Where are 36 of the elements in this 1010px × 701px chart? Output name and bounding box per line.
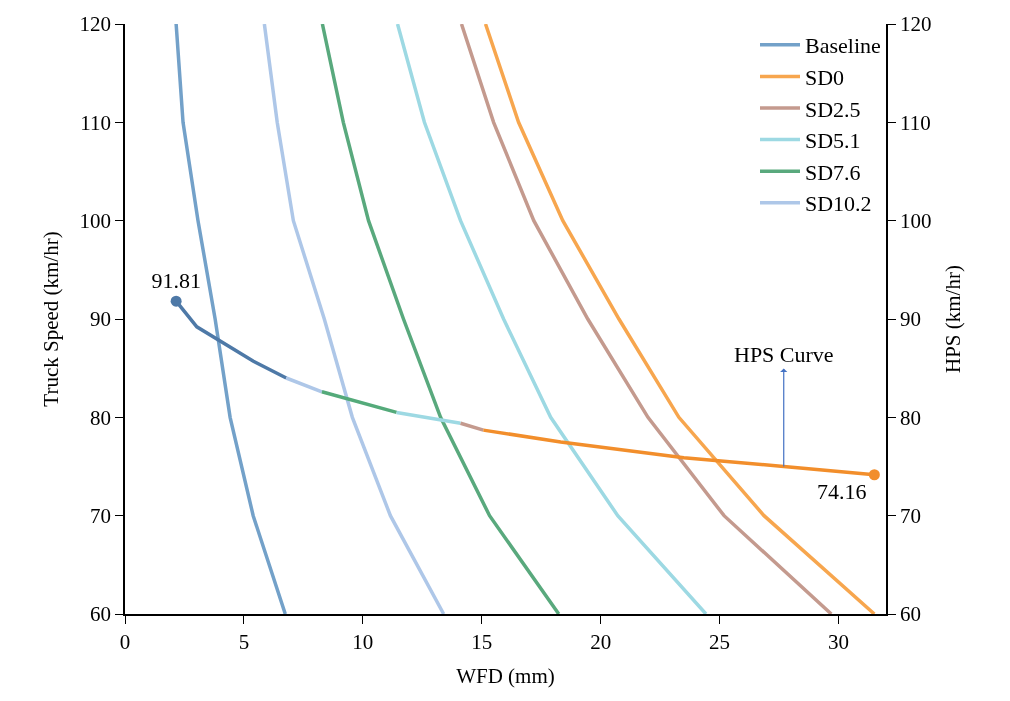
y-tick-label: 110: [80, 110, 112, 135]
y2-tick-label: 110: [899, 110, 931, 135]
y2-tick-label: 100: [899, 209, 932, 234]
y-tick-label: 100: [79, 209, 112, 234]
y2-tick-label: 90: [899, 307, 921, 332]
y2-tick-label: 120: [899, 12, 932, 37]
y-tick-label: 60: [90, 602, 112, 627]
y-tick-label: 120: [79, 12, 112, 37]
legend-label: SD0: [805, 64, 845, 90]
x-axis-title: WFD (mm): [456, 663, 555, 688]
legend-label: SD2.5: [805, 96, 861, 122]
x-tick-label: 15: [471, 629, 493, 654]
line-series: [262, 24, 446, 614]
y-tick-label: 80: [90, 405, 112, 430]
legend-label: SD5.1: [805, 128, 861, 154]
x-tick-label: 20: [590, 629, 612, 654]
data-label: 91.81: [151, 267, 201, 293]
y2-tick-label: 60: [899, 602, 921, 627]
x-tick-label: 5: [238, 629, 250, 654]
y2-tick-label: 70: [899, 504, 921, 529]
legend-label: SD7.6: [805, 159, 861, 185]
data-label: 74.16: [816, 479, 867, 505]
y-tick-label: 70: [90, 504, 112, 529]
y-axis-title: Truck Speed (km/hr): [39, 231, 64, 407]
y-tick-label: 90: [90, 307, 112, 332]
legend-label: SD10.2: [805, 191, 872, 217]
y2-tick-label: 80: [899, 405, 921, 430]
x-tick-label: 25: [709, 629, 731, 654]
x-tick-label: 10: [352, 629, 374, 654]
y2-axis-title: HPS (km/hr): [941, 265, 966, 373]
line-series: [320, 24, 561, 614]
x-tick-label: 30: [827, 629, 849, 654]
line-series: [395, 24, 708, 614]
annotation: HPS Curve: [734, 342, 834, 367]
x-tick-label: 0: [119, 629, 131, 654]
legend-label: Baseline: [805, 33, 881, 59]
